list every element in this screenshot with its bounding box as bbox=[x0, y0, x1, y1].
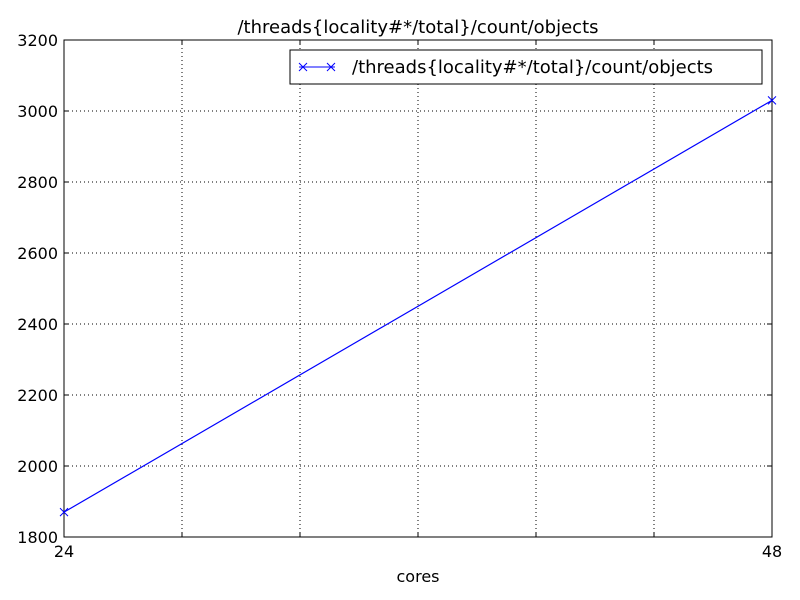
y-tick-label: 3200 bbox=[17, 31, 58, 50]
y-tick-label: 2400 bbox=[17, 315, 58, 334]
y-tick-label: 2600 bbox=[17, 244, 58, 263]
x-axis-tick-labels: 24 48 bbox=[54, 542, 782, 561]
legend-x-marker bbox=[326, 62, 336, 72]
axis-ticks bbox=[63, 39, 773, 538]
data-point-x-marker bbox=[767, 95, 777, 105]
legend-entry-label: /threads{locality#*/total}/count/objects bbox=[352, 57, 713, 78]
y-tick-label: 2800 bbox=[17, 173, 58, 192]
y-tick-label: 2000 bbox=[17, 457, 58, 476]
y-tick-label: 3000 bbox=[17, 102, 58, 121]
data-point-x-marker bbox=[59, 507, 69, 517]
legend: /threads{locality#*/total}/count/objects bbox=[289, 49, 763, 85]
x-tick-label: 24 bbox=[54, 542, 74, 561]
x-tick-label: 48 bbox=[762, 542, 782, 561]
x-axis-label: cores bbox=[397, 567, 440, 586]
series-group bbox=[59, 95, 777, 517]
series-line bbox=[63, 99, 773, 513]
y-axis-tick-labels: 1800 2000 2200 2400 2600 2800 3000 3200 bbox=[17, 31, 58, 547]
grid-lines bbox=[64, 40, 772, 537]
legend-box bbox=[289, 49, 763, 85]
y-tick-label: 1800 bbox=[17, 528, 58, 547]
chart-title: /threads{locality#*/total}/count/objects bbox=[237, 17, 598, 38]
y-tick-label: 2200 bbox=[17, 386, 58, 405]
legend-x-marker bbox=[298, 62, 308, 72]
